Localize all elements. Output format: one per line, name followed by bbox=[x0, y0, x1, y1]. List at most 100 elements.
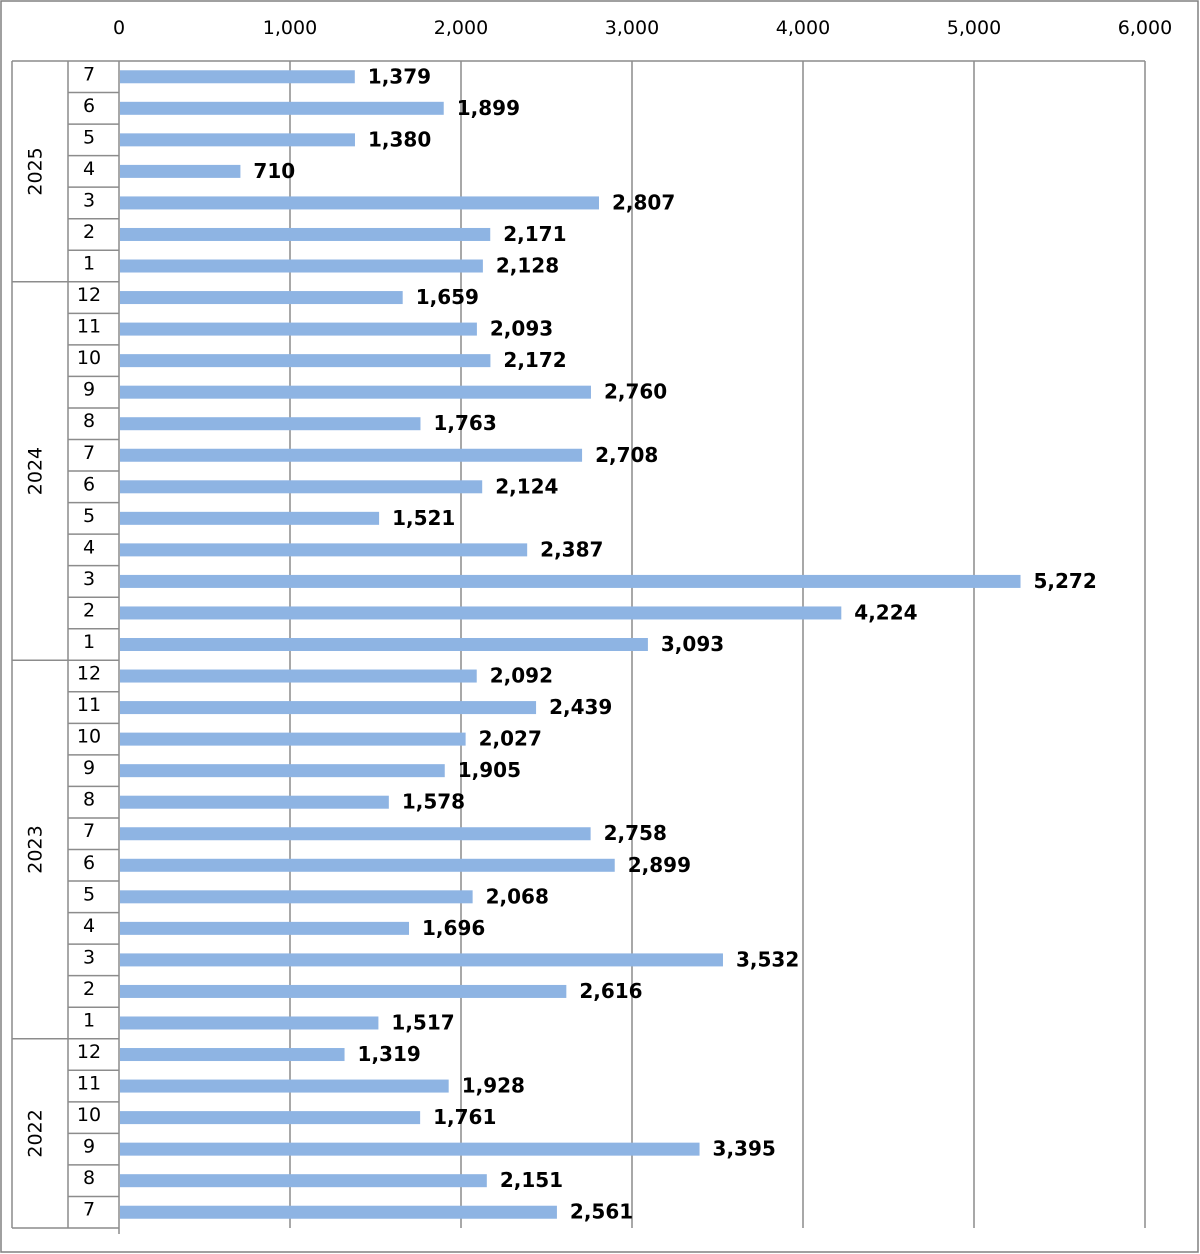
month-label: 2 bbox=[83, 599, 95, 621]
month-label: 3 bbox=[83, 189, 95, 211]
data-label: 1,379 bbox=[368, 64, 431, 88]
bar-2023-6 bbox=[120, 858, 615, 872]
bar-2022-8 bbox=[120, 1174, 487, 1188]
x-tick-label: 5,000 bbox=[947, 17, 1001, 39]
data-label: 2,128 bbox=[496, 254, 559, 278]
data-label: 2,387 bbox=[540, 537, 603, 561]
month-label: 6 bbox=[83, 473, 95, 495]
data-label: 2,758 bbox=[604, 821, 667, 845]
bar-2025-3 bbox=[120, 196, 599, 210]
data-label: 2,760 bbox=[604, 380, 667, 404]
data-label: 3,532 bbox=[736, 947, 799, 971]
month-label: 12 bbox=[77, 663, 101, 685]
bar-2024-3 bbox=[120, 574, 1021, 588]
year-label: 2025 bbox=[25, 147, 47, 195]
data-label: 1,905 bbox=[458, 758, 521, 782]
month-label: 5 bbox=[83, 883, 95, 905]
month-label: 7 bbox=[83, 442, 95, 464]
data-label: 2,093 bbox=[490, 317, 553, 341]
data-label: 1,761 bbox=[433, 1105, 496, 1129]
month-label: 1 bbox=[83, 1009, 95, 1031]
bar-2024-1 bbox=[120, 638, 648, 651]
month-label: 3 bbox=[83, 946, 95, 968]
data-label: 2,616 bbox=[579, 979, 642, 1003]
month-label: 6 bbox=[83, 95, 95, 117]
month-label: 10 bbox=[77, 1104, 101, 1126]
bar-2024-6 bbox=[120, 480, 483, 494]
month-label: 6 bbox=[83, 852, 95, 874]
data-label: 1,899 bbox=[457, 96, 520, 120]
bar-2024-12 bbox=[120, 291, 403, 305]
data-label: 2,171 bbox=[503, 222, 566, 246]
month-label: 8 bbox=[83, 1167, 95, 1189]
month-label: 9 bbox=[83, 1136, 95, 1158]
bar-2023-8 bbox=[120, 795, 389, 809]
bar-2024-4 bbox=[120, 543, 528, 557]
bar-2023-10 bbox=[120, 732, 466, 746]
month-label: 4 bbox=[83, 915, 95, 937]
bar-2025-1 bbox=[120, 259, 483, 273]
bar-2024-10 bbox=[120, 354, 491, 368]
data-label: 1,521 bbox=[392, 506, 455, 530]
bar-2024-5 bbox=[120, 511, 380, 525]
data-label: 2,439 bbox=[549, 695, 612, 719]
data-label: 2,708 bbox=[595, 443, 658, 467]
month-label: 1 bbox=[83, 253, 95, 275]
data-label: 3,395 bbox=[713, 1137, 776, 1161]
month-label: 11 bbox=[77, 316, 101, 338]
year-label: 2022 bbox=[25, 1109, 47, 1157]
bar-2024-8 bbox=[120, 417, 421, 431]
data-label: 4,224 bbox=[854, 600, 917, 624]
data-label: 710 bbox=[253, 159, 295, 183]
bar-2025-4 bbox=[120, 164, 241, 178]
month-label: 8 bbox=[83, 789, 95, 811]
data-label: 2,807 bbox=[612, 190, 675, 214]
axes: 0 1,000 2,000 3,000 4,000 5,000 6,000 bbox=[11, 17, 1172, 1234]
bar-2023-3 bbox=[120, 953, 723, 967]
month-label: 9 bbox=[83, 379, 95, 401]
bar-2024-11 bbox=[120, 322, 477, 336]
data-label: 2,092 bbox=[490, 664, 553, 688]
x-tick-label: 4,000 bbox=[776, 17, 830, 39]
month-label: 8 bbox=[83, 410, 95, 432]
data-label: 2,151 bbox=[500, 1168, 563, 1192]
bar-2022-12 bbox=[120, 1048, 345, 1062]
data-label: 2,172 bbox=[503, 348, 566, 372]
data-label: 1,578 bbox=[402, 790, 465, 814]
bar-2023-7 bbox=[120, 827, 591, 841]
data-label: 5,272 bbox=[1034, 569, 1097, 593]
bar-2025-6 bbox=[120, 101, 444, 115]
bar-2022-10 bbox=[120, 1111, 421, 1125]
data-label: 2,899 bbox=[628, 853, 691, 877]
x-tick-label: 1,000 bbox=[263, 17, 317, 39]
year-label: 2023 bbox=[25, 825, 47, 873]
month-label: 11 bbox=[77, 694, 101, 716]
month-label: 12 bbox=[77, 1041, 101, 1063]
month-label: 10 bbox=[77, 726, 101, 748]
data-label: 1,517 bbox=[391, 1010, 454, 1034]
month-label: 7 bbox=[83, 820, 95, 842]
data-label: 1,380 bbox=[368, 127, 431, 151]
bar-2025-7 bbox=[120, 70, 355, 84]
data-label: 1,928 bbox=[462, 1074, 525, 1098]
bar-2023-5 bbox=[120, 890, 473, 904]
month-label: 4 bbox=[83, 536, 95, 558]
bar-2025-2 bbox=[120, 227, 491, 241]
x-tick-label: 2,000 bbox=[434, 17, 488, 39]
data-label: 2,027 bbox=[479, 727, 542, 751]
x-tick-label: 0 bbox=[113, 17, 125, 39]
month-label: 3 bbox=[83, 568, 95, 590]
month-label: 12 bbox=[77, 284, 101, 306]
data-label: 1,659 bbox=[416, 285, 479, 309]
month-label: 5 bbox=[83, 505, 95, 527]
month-label: 7 bbox=[83, 1199, 95, 1221]
bar-2024-7 bbox=[120, 448, 583, 462]
bar-2023-11 bbox=[120, 701, 537, 715]
bar-2024-2 bbox=[120, 606, 842, 620]
year-label: 2024 bbox=[25, 447, 47, 495]
x-tick-label: 6,000 bbox=[1118, 17, 1172, 39]
data-label: 2,124 bbox=[495, 474, 558, 498]
